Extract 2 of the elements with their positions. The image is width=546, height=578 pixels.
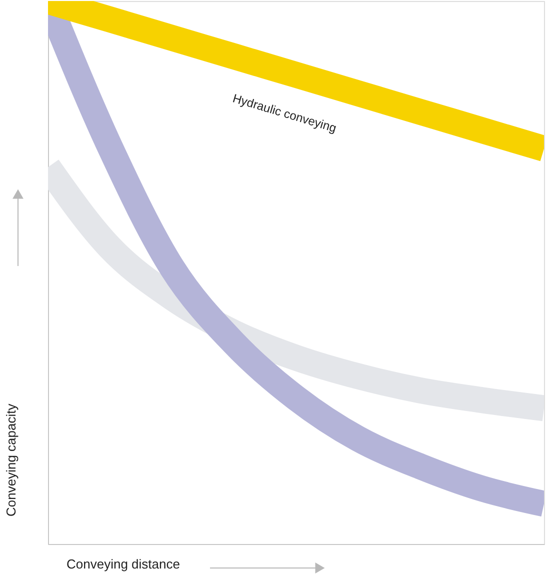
x-axis-title: Conveying distance (66, 556, 180, 572)
y-axis-title: Conveying capacity (4, 403, 18, 516)
